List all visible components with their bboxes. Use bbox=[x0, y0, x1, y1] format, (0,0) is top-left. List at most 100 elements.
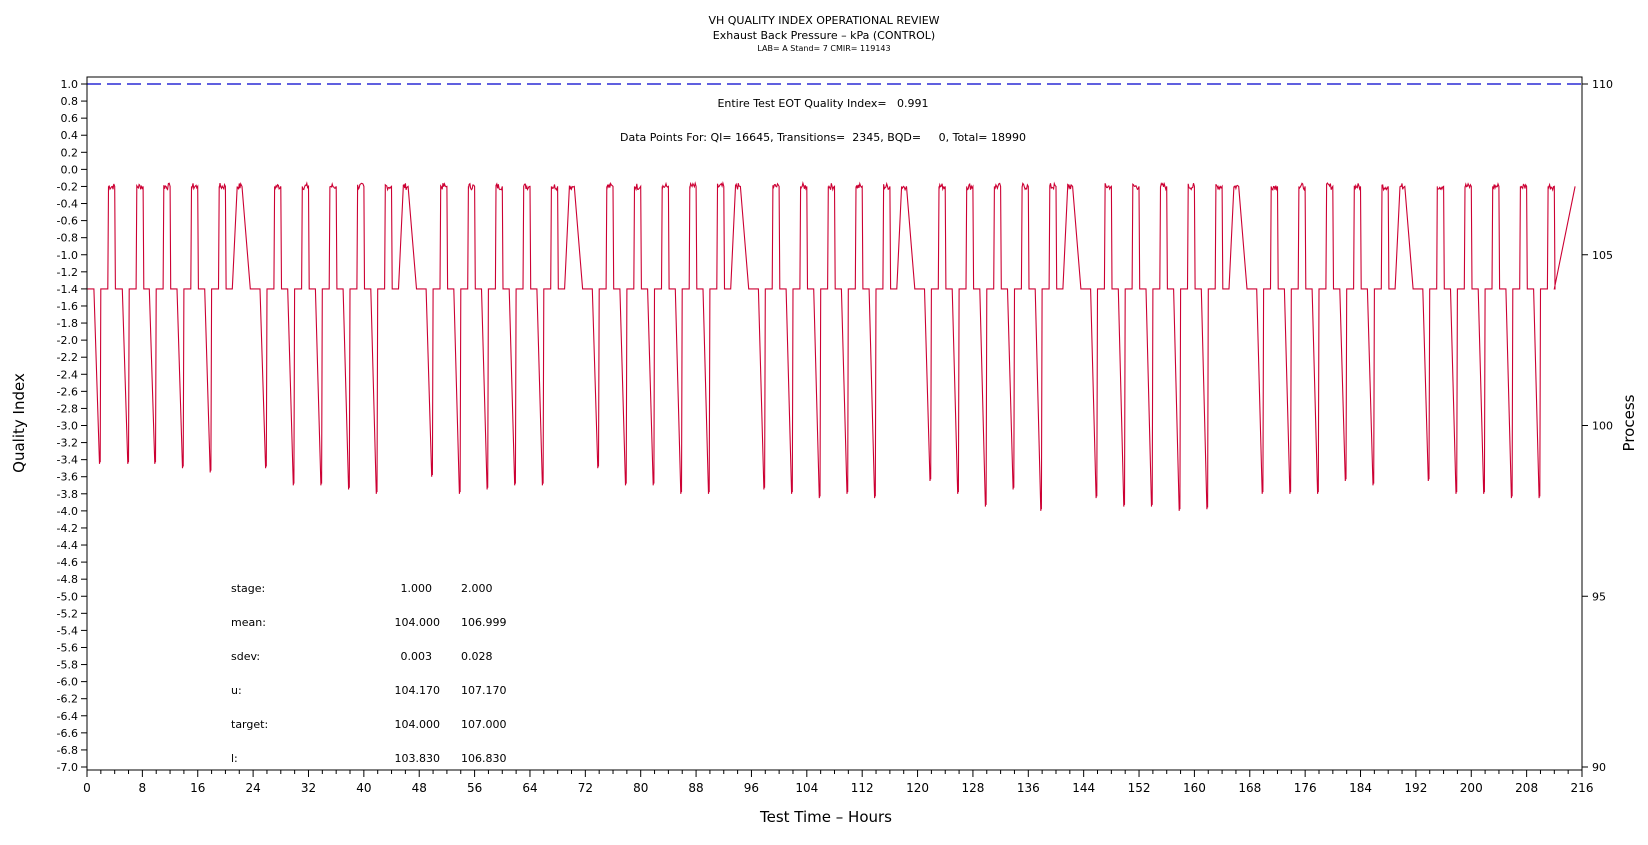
stats-v1-l: 103.830 bbox=[395, 752, 441, 765]
y-left-tick-label: -3.6 bbox=[57, 471, 78, 484]
y-left-tick-label: -6.6 bbox=[57, 727, 78, 740]
y-left-tick-label: -1.4 bbox=[57, 283, 78, 296]
y-left-tick-label: -2.2 bbox=[57, 351, 78, 364]
x-tick-label: 104 bbox=[795, 781, 818, 795]
y-left-tick-label: -4.4 bbox=[57, 539, 78, 552]
x-tick-label: 56 bbox=[467, 781, 482, 795]
stats-label-stage: stage: bbox=[231, 582, 265, 595]
x-tick-label: 0 bbox=[83, 781, 91, 795]
stats-v1-mean: 104.000 bbox=[395, 616, 441, 629]
x-tick-label: 40 bbox=[356, 781, 371, 795]
chart-title: VH QUALITY INDEX OPERATIONAL REVIEW bbox=[708, 14, 940, 27]
x-tick-label: 208 bbox=[1515, 781, 1538, 795]
stats-v2-mean: 106.999 bbox=[461, 616, 507, 629]
y-axis-left-label: Quality Index bbox=[10, 373, 28, 473]
y-left-tick-label: -1.0 bbox=[57, 249, 78, 262]
x-tick-label: 144 bbox=[1072, 781, 1095, 795]
y-left-tick-label: -6.4 bbox=[57, 710, 78, 723]
stats-label-l: l: bbox=[231, 752, 238, 765]
x-tick-label: 168 bbox=[1238, 781, 1261, 795]
y-left-tick-label: -3.4 bbox=[57, 454, 78, 467]
y-left-tick-label: -4.2 bbox=[57, 522, 78, 535]
x-tick-label: 16 bbox=[190, 781, 205, 795]
y-left-tick-label: -1.6 bbox=[57, 300, 78, 313]
y-left-tick-label: 0.8 bbox=[61, 95, 79, 108]
y-left-tick-label: -6.2 bbox=[57, 693, 78, 706]
y-left-tick-label: -2.0 bbox=[57, 334, 78, 347]
y-left-tick-label: -5.2 bbox=[57, 607, 78, 620]
y-right-tick-label: 105 bbox=[1592, 249, 1613, 262]
x-tick-label: 184 bbox=[1349, 781, 1372, 795]
x-axis-label: Test Time – Hours bbox=[759, 808, 892, 826]
y-axis-left: 1.0 0.8 0.6 0.4 0.2 0.0 -0.2 -0.4 -0.6 -0.8 -1.0 -1… bbox=[57, 78, 87, 774]
stats-v1-target: 104.000 bbox=[395, 718, 441, 731]
x-tick-label: 32 bbox=[301, 781, 316, 795]
y-left-tick-label: -0.2 bbox=[57, 180, 78, 193]
stats-table: stage: 1.000 2.000 mean: 104.000 106.999… bbox=[231, 582, 507, 765]
stats-v1-u: 104.170 bbox=[395, 684, 441, 697]
x-tick-label: 48 bbox=[412, 781, 427, 795]
stats-label-mean: mean: bbox=[231, 616, 266, 629]
x-tick-label: 128 bbox=[961, 781, 984, 795]
x-tick-label: 136 bbox=[1017, 781, 1040, 795]
x-tick-label: 80 bbox=[633, 781, 648, 795]
x-tick-label: 8 bbox=[139, 781, 147, 795]
x-tick-label: 88 bbox=[688, 781, 703, 795]
plot-frame bbox=[86, 76, 1583, 771]
x-tick-label: 64 bbox=[522, 781, 537, 795]
plot-layer bbox=[87, 83, 1582, 511]
y-left-tick-label: -3.8 bbox=[57, 488, 78, 501]
qi-data-series bbox=[87, 180, 1576, 511]
x-tick-label: 192 bbox=[1404, 781, 1427, 795]
y-right-tick-label: 110 bbox=[1592, 78, 1613, 91]
stats-label-target: target: bbox=[231, 718, 268, 731]
y-left-tick-label: 0.2 bbox=[61, 146, 79, 159]
y-left-tick-label: 0.0 bbox=[61, 163, 79, 176]
x-tick-label: 72 bbox=[578, 781, 593, 795]
y-left-tick-label: -4.0 bbox=[57, 505, 78, 518]
y-left-tick-label: -3.2 bbox=[57, 437, 78, 450]
y-left-tick-label: 1.0 bbox=[61, 78, 79, 91]
y-left-tick-label: -3.0 bbox=[57, 420, 78, 433]
y-left-tick-label: -6.0 bbox=[57, 676, 78, 689]
stats-v2-u: 107.170 bbox=[461, 684, 507, 697]
y-left-tick-label: -0.8 bbox=[57, 232, 78, 245]
stats-label-u: u: bbox=[231, 684, 242, 697]
y-left-tick-label: 0.6 bbox=[61, 112, 79, 125]
y-left-tick-label: -5.6 bbox=[57, 641, 78, 654]
y-right-tick-label: 90 bbox=[1592, 761, 1606, 774]
data-points-annotation: Data Points For: QI= 16645, Transitions=… bbox=[620, 131, 1026, 144]
chart-subtitle: Exhaust Back Pressure – kPa (CONTROL) bbox=[712, 29, 936, 42]
y-left-tick-label: -7.0 bbox=[57, 761, 78, 774]
y-left-tick-label: -4.6 bbox=[57, 556, 78, 569]
stats-label-sdev: sdev: bbox=[231, 650, 260, 663]
y-left-tick-label: -0.6 bbox=[57, 215, 78, 228]
stats-v1-stage: 1.000 bbox=[401, 582, 433, 595]
y-left-tick-label: 0.4 bbox=[61, 129, 79, 142]
y-left-tick-label: -1.2 bbox=[57, 266, 78, 279]
x-tick-label: 96 bbox=[744, 781, 759, 795]
y-left-tick-label: -5.4 bbox=[57, 624, 78, 637]
x-tick-label: 152 bbox=[1128, 781, 1151, 795]
stats-v2-target: 107.000 bbox=[461, 718, 507, 731]
y-left-tick-label: -2.8 bbox=[57, 402, 78, 415]
stats-v2-stage: 2.000 bbox=[461, 582, 493, 595]
y-axis-right: 110 105 100 95 90 bbox=[1582, 78, 1613, 774]
x-tick-label: 176 bbox=[1294, 781, 1317, 795]
chart-info-line: LAB= A Stand= 7 CMIR= 119143 bbox=[757, 44, 891, 53]
y-left-tick-label: -6.8 bbox=[57, 744, 78, 757]
y-left-tick-label: -2.6 bbox=[57, 385, 78, 398]
y-left-tick-label: -5.0 bbox=[57, 590, 78, 603]
y-axis-right-label: Process bbox=[1620, 394, 1638, 451]
qi-annotation: Entire Test EOT Quality Index= 0.991 bbox=[717, 97, 928, 110]
x-tick-label: 120 bbox=[906, 781, 929, 795]
stats-v2-sdev: 0.028 bbox=[461, 650, 493, 663]
x-tick-label: 112 bbox=[851, 781, 874, 795]
stats-v2-l: 106.830 bbox=[461, 752, 507, 765]
y-right-tick-label: 95 bbox=[1592, 590, 1606, 603]
stats-v1-sdev: 0.003 bbox=[401, 650, 433, 663]
y-left-tick-label: -4.8 bbox=[57, 573, 78, 586]
x-tick-label: 200 bbox=[1460, 781, 1483, 795]
y-left-tick-label: -2.4 bbox=[57, 368, 78, 381]
